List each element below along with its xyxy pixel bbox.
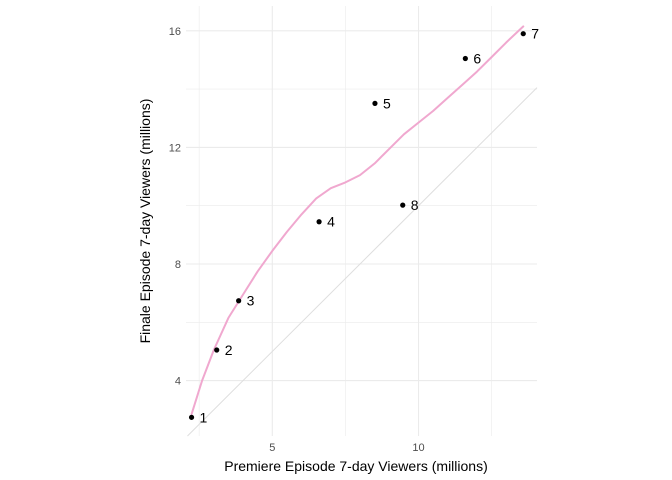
y-tick-label: 16 — [169, 26, 181, 38]
data-point-5 — [372, 100, 378, 106]
point-label-1: 1 — [200, 409, 208, 425]
point-label-6: 6 — [473, 50, 481, 66]
data-point-2 — [214, 347, 220, 353]
identity-reference-line — [187, 87, 538, 437]
data-point-6 — [462, 55, 468, 62]
y-tick-label: 12 — [169, 142, 181, 154]
smooth-curve-path — [190, 25, 525, 416]
data-point-4 — [316, 219, 322, 225]
x-axis-ticks: 5 10 — [269, 442, 424, 454]
reference-line — [187, 87, 538, 437]
y-tick-label: 4 — [175, 376, 181, 388]
point-label-3: 3 — [247, 293, 255, 309]
x-tick-label: 10 — [412, 442, 424, 454]
minor-gridlines — [186, 6, 537, 436]
x-axis-title: Premiere Episode 7-day Viewers (millions… — [224, 458, 488, 474]
point-label-8: 8 — [411, 197, 419, 213]
point-label-2: 2 — [225, 342, 233, 358]
data-point-8 — [400, 202, 406, 208]
point-label-7: 7 — [531, 26, 539, 42]
y-tick-label: 8 — [175, 259, 181, 271]
data-points — [188, 31, 526, 420]
data-point-3 — [236, 298, 242, 304]
smooth-trend-curve — [190, 25, 525, 416]
y-axis-ticks: 4 8 12 16 — [169, 26, 181, 388]
data-point-7 — [520, 31, 526, 37]
point-label-5: 5 — [383, 95, 391, 111]
data-point-1 — [188, 414, 195, 420]
major-gridlines — [186, 6, 537, 436]
point-label-4: 4 — [327, 214, 335, 230]
point-labels: 1 2 3 4 5 6 7 8 — [200, 26, 540, 426]
x-tick-label: 5 — [269, 442, 275, 454]
y-axis-title: Finale Episode 7-day Viewers (millions) — [137, 99, 153, 344]
